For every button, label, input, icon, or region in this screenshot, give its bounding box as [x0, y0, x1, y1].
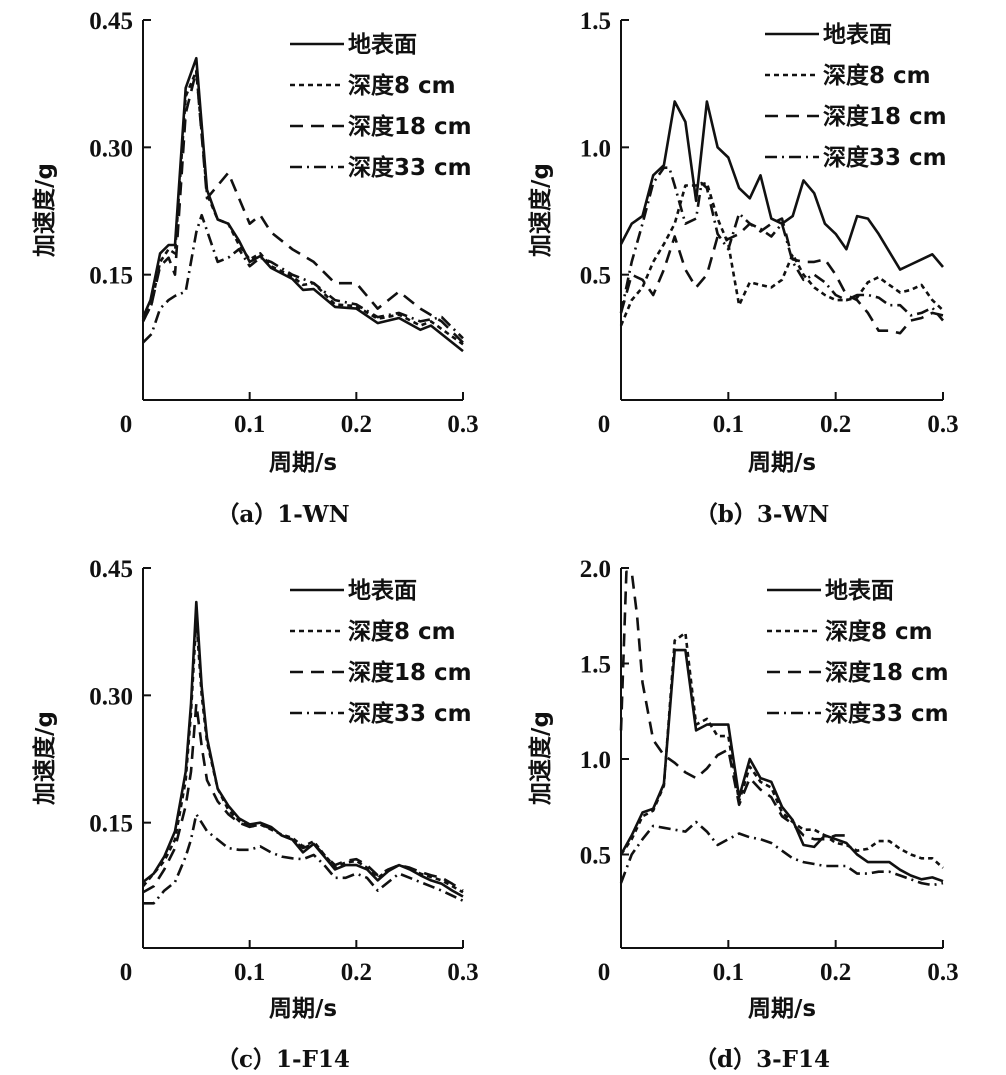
legend-label: 深度8 cm [348, 618, 456, 645]
x-tick-label: 0.2 [341, 959, 372, 986]
panel-caption: （d）3-F14 [694, 1046, 830, 1073]
x-tick-label: 0.3 [927, 959, 958, 986]
legend-label: 深度18 cm [825, 659, 949, 686]
y-tick-label: 0.30 [89, 683, 133, 710]
x-tick-label: 0.1 [234, 411, 265, 438]
panel-caption: （a）1-WN [216, 501, 349, 528]
y-tick-label: 1.0 [580, 747, 611, 774]
x-tick-label: 0.1 [713, 411, 744, 438]
y-tick-label: 0.45 [89, 8, 133, 35]
y-tick-label: 0.15 [89, 811, 133, 838]
x-tick-label: 0.3 [927, 411, 958, 438]
series-line-dashed [141, 69, 464, 344]
x-axis-title: 周期/s [748, 996, 816, 1022]
legend-label: 深度18 cm [823, 103, 947, 130]
legend-label: 深度8 cm [825, 618, 933, 645]
x-tick-label: 0.3 [447, 411, 478, 438]
legend-label: 深度33 cm [825, 700, 949, 727]
chart-panel-a: 0.15 0.30 0.45 0 0.1 0.2 0.3 周期/s 加速度/g （a）1-WN 地表… [31, 8, 479, 528]
series-line-dashed [619, 217, 944, 335]
x-tick-label: 0.1 [234, 959, 265, 986]
panel-caption: （c）1-F14 [216, 1046, 350, 1073]
legend-label: 深度8 cm [823, 62, 931, 89]
series-line-dashdot [143, 812, 464, 905]
x-tick-label: 0 [120, 959, 133, 986]
series-line-dashdot [142, 213, 464, 344]
x-tick-label: 0 [120, 411, 133, 438]
legend-label: 深度33 cm [348, 154, 472, 181]
legend-label: 地表面 [348, 32, 417, 58]
x-tick-label: 0.2 [820, 411, 851, 438]
legend-label: 深度18 cm [348, 113, 472, 140]
legend-label: 深度8 cm [348, 72, 456, 99]
y-axis-title: 加速度/g [31, 163, 58, 258]
x-axis-title: 周期/s [269, 450, 337, 476]
series-line-solid [141, 56, 464, 353]
y-tick-label: 0.5 [580, 843, 611, 870]
series-line-dashdot [619, 166, 944, 322]
x-tick-label: 0 [598, 959, 611, 986]
y-tick-label: 0.5 [580, 263, 611, 290]
panel-caption: （b）3-WN [695, 501, 830, 528]
y-axis-title: 加速度/g [31, 711, 58, 806]
legend-label: 地表面 [348, 578, 417, 604]
legend-label: 深度18 cm [348, 659, 472, 686]
y-tick-label: 1.5 [580, 8, 611, 35]
series-line-dotted [141, 69, 464, 346]
series-line-dashdot [619, 820, 944, 887]
series-line-dotted [619, 181, 944, 327]
series-line-solid [142, 600, 464, 898]
series-line-dotted [619, 631, 944, 869]
y-tick-label: 1.5 [580, 652, 611, 679]
series-line-dashed [142, 702, 464, 894]
chart-panel-c: 0.15 0.30 0.45 0 0.1 0.2 0.3 周期/s 加速度/g （c）1-F14 地… [31, 556, 479, 1073]
x-tick-label: 0 [598, 411, 611, 438]
y-tick-label: 1.0 [580, 135, 611, 162]
y-tick-label: 0.15 [89, 263, 133, 290]
legend-label: 地表面 [823, 22, 892, 48]
legend-label: 深度33 cm [348, 700, 472, 727]
y-tick-label: 2.0 [580, 556, 611, 583]
x-axis-title: 周期/s [269, 996, 337, 1022]
y-tick-label: 0.30 [89, 135, 133, 162]
legend-label: 深度33 cm [823, 144, 947, 171]
x-tick-label: 0.1 [713, 959, 744, 986]
x-axis-title: 周期/s [748, 450, 816, 476]
legend-label: 地表面 [825, 578, 894, 604]
x-tick-label: 0.2 [820, 959, 851, 986]
chart-panel-d: 0.5 1.0 1.5 2.0 0 0.1 0.2 0.3 周期/s 加速度/g （d）3-F14 地… [527, 556, 959, 1073]
x-tick-label: 0.3 [447, 959, 478, 986]
x-tick-label: 0.2 [341, 411, 372, 438]
y-axis-title: 加速度/g [527, 163, 554, 258]
chart-panel-b: 0.5 1.0 1.5 0 0.1 0.2 0.3 周期/s 加速度/g （b）3-WN 地表面深度… [527, 8, 959, 528]
series-line-dashed [619, 570, 847, 841]
y-tick-label: 0.45 [89, 556, 133, 583]
y-axis-title: 加速度/g [527, 711, 554, 806]
